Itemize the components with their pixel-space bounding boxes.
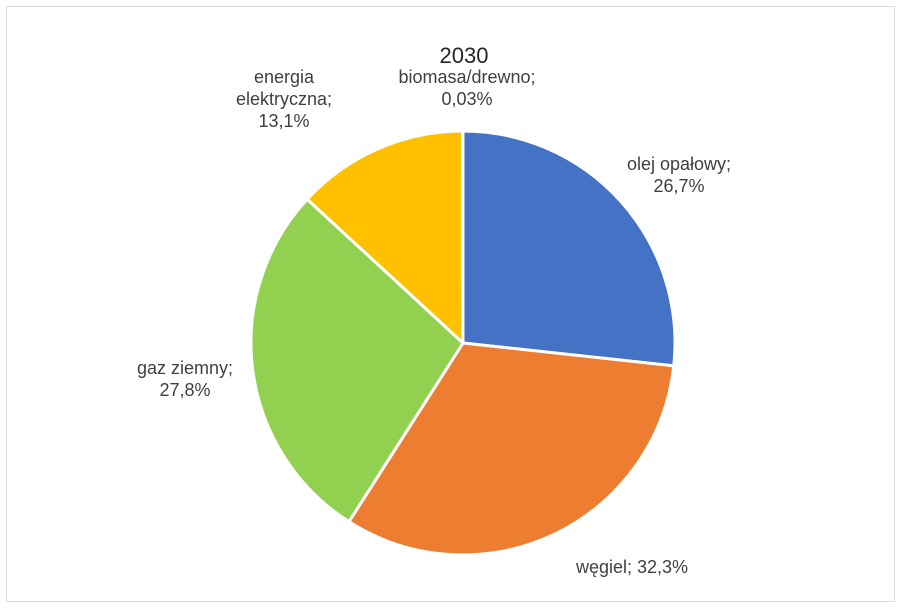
pie-slices [249,129,677,557]
pie-chart: 2030 olej opałowy; 26,7% węgiel; 32,3% gaz … [137,43,731,577]
pie-slice-energia-elektryczna [305,129,465,345]
data-label-biomasa-drewno: biomasa/drewno; 0,03% [398,67,535,109]
pie-slice-olej-opałowy [461,129,677,368]
data-labels: olej opałowy; 26,7% węgiel; 32,3% gaz ziemn… [137,67,731,577]
data-label-olej-opałowy: olej opałowy; 26,7% [627,154,731,196]
data-label-energia-elektryczna: energia elektryczna; 13,1% [236,67,332,131]
pie-slice-gaz-ziemny [249,197,465,524]
data-label-węgiel: węgiel; 32,3% [575,557,688,577]
chart-area: 2030 olej opałowy; 26,7% węgiel; 32,3% gaz … [6,6,895,602]
chart-title: 2030 [440,43,489,68]
data-label-gaz-ziemny: gaz ziemny; 27,8% [137,358,233,400]
